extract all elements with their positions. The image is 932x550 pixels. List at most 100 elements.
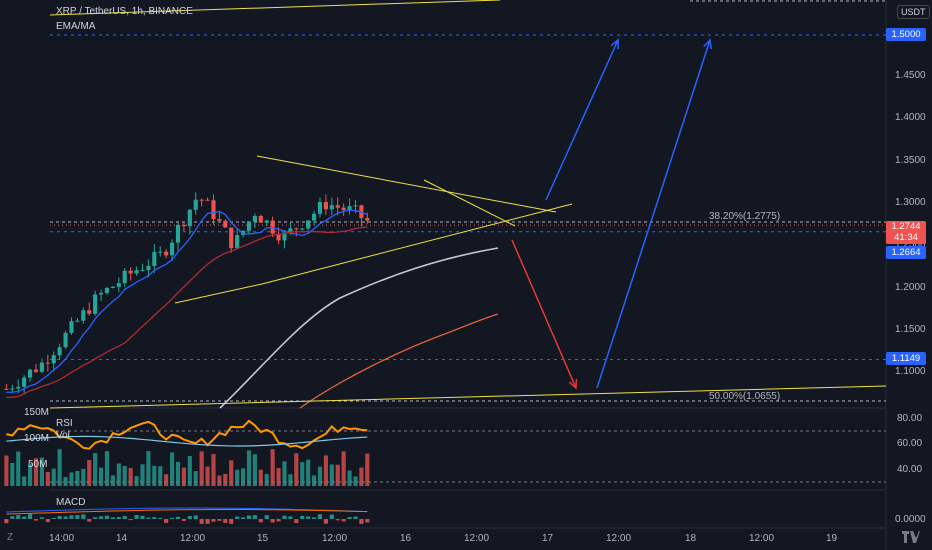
- candle-body: [146, 265, 151, 270]
- candle-body: [317, 202, 323, 214]
- time-label: 19: [826, 533, 838, 544]
- volume-bar: [205, 466, 210, 486]
- macd-histogram-bar: [282, 515, 287, 519]
- volume-bar: [128, 468, 133, 486]
- target-price-tag: 1.5000: [886, 28, 926, 41]
- macd-histogram-bar: [63, 516, 68, 519]
- volume-bar: [116, 463, 121, 486]
- top-resistance-trendline: [49, 0, 501, 16]
- long-support-trendline: [49, 385, 887, 409]
- candle-body: [187, 209, 192, 227]
- macd-histogram-bar: [4, 519, 9, 524]
- volume-bar: [69, 472, 74, 486]
- volume-bar: [199, 451, 204, 486]
- fib-500-label: 50.00%(1.0655): [709, 391, 781, 402]
- time-label: 17: [542, 533, 554, 544]
- price-tick: 1.4000: [895, 112, 926, 123]
- currency-button[interactable]: USDT: [897, 5, 930, 19]
- candle-body: [57, 347, 62, 356]
- candle-body: [341, 207, 346, 211]
- candle-body: [39, 362, 44, 372]
- volume-bar: [152, 465, 157, 486]
- volume-bar: [294, 453, 299, 486]
- volume-bar: [33, 458, 39, 486]
- tradingview-logo-icon[interactable]: [902, 530, 920, 546]
- volume-bar: [270, 449, 275, 486]
- candle-body: [276, 233, 281, 241]
- price-tick: 1.4500: [895, 70, 926, 81]
- volume-bar: [39, 457, 44, 486]
- candle-body: [294, 228, 299, 230]
- candle-body: [323, 202, 328, 210]
- macd-histogram-bar: [116, 516, 121, 519]
- candle-body: [258, 216, 263, 223]
- macd-histogram-bar: [341, 519, 346, 522]
- bullish-arrow-1: [545, 39, 619, 201]
- macd-histogram-bar: [22, 516, 27, 519]
- price-tick: 1.3000: [895, 197, 926, 208]
- volume-bar: [329, 464, 334, 486]
- volume-bar: [276, 467, 281, 486]
- time-label: 12:00: [322, 533, 348, 544]
- volume-bar: [335, 464, 340, 486]
- z-button[interactable]: Z: [7, 532, 14, 543]
- macd-histogram-bar: [353, 516, 358, 519]
- rsi-label[interactable]: RSI: [56, 418, 73, 429]
- volume-bar: [264, 474, 269, 486]
- volume-bar: [211, 453, 216, 486]
- symbol-title: XRP / TetherUS, 1h, BINANCE: [56, 6, 193, 17]
- candle-body: [347, 206, 352, 211]
- macd-histogram-bar: [359, 519, 364, 524]
- candle-body: [252, 216, 257, 222]
- volume-bar: [4, 455, 9, 486]
- bearish-arrow-head: [568, 378, 578, 390]
- macd-histogram-bar: [175, 516, 181, 519]
- vol-label[interactable]: Vol: [56, 430, 70, 441]
- candle-body: [264, 220, 269, 223]
- volume-bar: [282, 461, 287, 486]
- candle-body: [246, 221, 252, 231]
- time-label: 12:00: [606, 533, 632, 544]
- indicator-label[interactable]: EMA/MA: [56, 21, 96, 32]
- volume-bar: [104, 451, 110, 486]
- ma-orange-line: [299, 313, 499, 409]
- bar-countdown: 41:34: [894, 232, 918, 243]
- macd-histogram-bar: [365, 519, 370, 523]
- lower-trendline-extension: [174, 283, 263, 304]
- price-tick: 1.1500: [895, 324, 926, 335]
- bearish-arrow: [511, 239, 577, 389]
- rsi-tick: 40.00: [897, 464, 923, 475]
- macd-histogram-bar: [329, 514, 334, 519]
- volume-bar: [223, 473, 228, 486]
- candle-body: [300, 228, 305, 230]
- macd-histogram-bar: [240, 517, 246, 519]
- volume-bar: [317, 466, 323, 486]
- candle-body: [51, 355, 56, 364]
- support-price-tag: 1.1149: [886, 352, 926, 365]
- macd-histogram-bar: [252, 515, 257, 519]
- candle-body: [33, 369, 39, 372]
- candle-body: [81, 310, 86, 321]
- macd-signal-line: [6, 509, 368, 515]
- candle-body: [98, 292, 104, 295]
- candle-body: [10, 388, 15, 390]
- macd-histogram-bar: [235, 516, 240, 519]
- candle-body: [110, 286, 115, 288]
- candle-body: [175, 224, 181, 243]
- volume-bar: [16, 451, 21, 486]
- volume-bar: [235, 469, 240, 486]
- macd-label[interactable]: MACD: [56, 497, 86, 508]
- volume-bar: [323, 455, 328, 486]
- candle-body: [193, 199, 198, 210]
- macd-histogram-bar: [27, 514, 33, 519]
- macd-histogram-bar: [51, 517, 56, 519]
- vol-tick: 100M: [24, 433, 50, 444]
- macd-histogram-bar: [152, 517, 157, 519]
- candle-body: [104, 287, 110, 293]
- time-label: 12:00: [464, 533, 490, 544]
- macd-histogram-bar: [87, 519, 92, 522]
- macd-histogram-bar: [264, 515, 269, 519]
- volume-bar: [10, 462, 15, 486]
- macd-histogram-bar: [323, 519, 328, 524]
